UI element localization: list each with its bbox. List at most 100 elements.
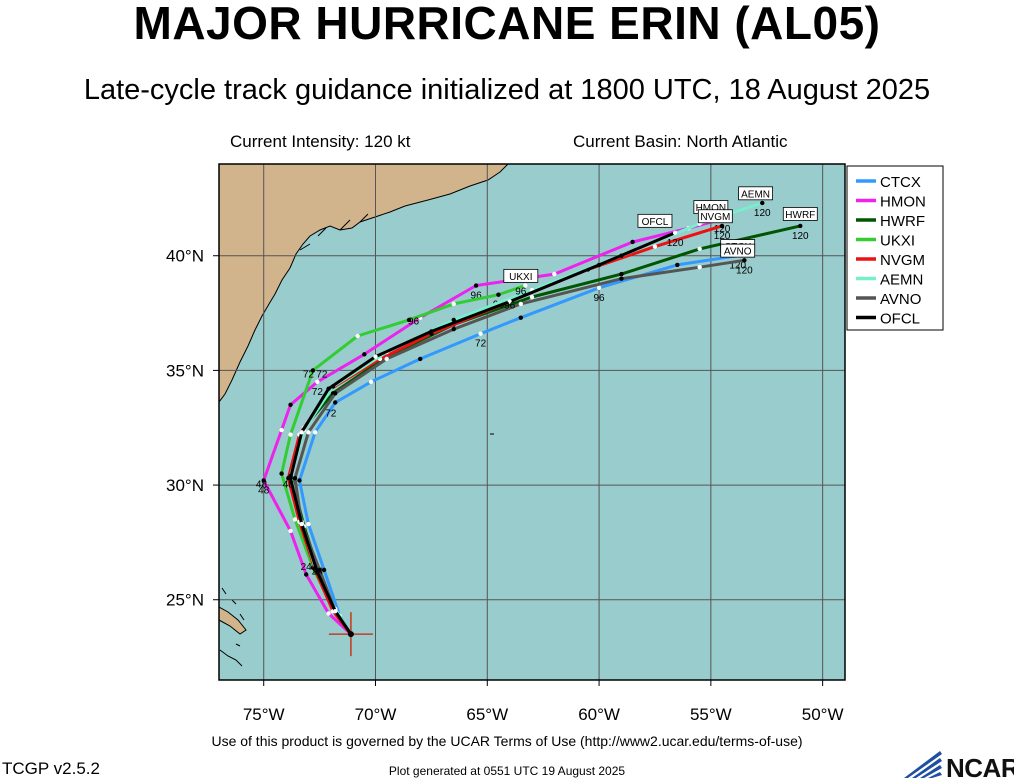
model-end-label: OFCL xyxy=(637,213,673,228)
track-point xyxy=(299,430,304,435)
track-hour-label: 48 xyxy=(258,485,270,496)
model-end-label-text: HMON xyxy=(696,203,727,214)
current-intensity: Current Intensity: 120 kt xyxy=(230,132,411,151)
model-end-label-text: OFCL xyxy=(642,217,669,228)
track-hour-label: 120 xyxy=(667,238,684,249)
track-point xyxy=(552,271,557,277)
legend-label-hwrf: HWRF xyxy=(880,213,925,230)
ncar-logo-text: NCAR xyxy=(946,753,1014,783)
north-america-landmass xyxy=(219,164,509,403)
current-basin: Current Basin: North Atlantic xyxy=(573,132,788,151)
forecast-hour-label: 96 xyxy=(504,300,516,311)
legend-label-avno: AVNO xyxy=(880,291,921,308)
track-point xyxy=(418,356,423,362)
track-point xyxy=(362,352,367,357)
legend-label-ukxi: UKXI xyxy=(880,233,915,250)
track-ofcl: 120 xyxy=(288,230,684,636)
island-cuba xyxy=(219,606,247,635)
track-point xyxy=(368,379,374,385)
legend-label-aemn: AEMN xyxy=(880,272,923,289)
forecast-hour-label: 72 xyxy=(325,408,337,419)
initial-position-marker xyxy=(328,612,373,657)
y-tick-label: 25°N xyxy=(166,591,204,610)
axis-ticks xyxy=(213,255,824,686)
track-point xyxy=(261,478,266,483)
model-end-label: AEMN xyxy=(738,186,773,200)
track-point xyxy=(518,315,524,320)
track-point xyxy=(672,230,678,235)
track-point xyxy=(406,317,412,323)
track-point xyxy=(596,285,602,291)
axis-labels: 75°W 70°W 65°W 60°W 55°W 50°W 40°N 35°N 30°N 25°N xyxy=(166,247,844,724)
forecast-hour-label: 96 xyxy=(408,317,420,328)
model-end-label-text: NVGM xyxy=(700,212,730,223)
track-point xyxy=(315,570,320,575)
model-end-label-box xyxy=(782,207,818,221)
track-point xyxy=(473,283,479,288)
track-point xyxy=(529,294,535,300)
track-point xyxy=(429,329,434,334)
ncar-logo-icon xyxy=(904,751,942,778)
track-ctcx: 72 96 120 xyxy=(297,253,746,636)
forecast-hour-label: 72 xyxy=(303,369,315,380)
x-tick-label: 55°W xyxy=(690,705,732,724)
legend-label-nvgm: NVGM xyxy=(880,252,925,269)
track-point xyxy=(303,572,309,577)
track-point xyxy=(742,258,747,263)
track-point xyxy=(299,521,304,527)
track-point xyxy=(333,400,338,405)
track-point xyxy=(326,386,331,391)
track-point xyxy=(321,567,327,573)
y-tick-label: 40°N xyxy=(166,247,204,266)
legend-label-hmon: HMON xyxy=(880,194,926,211)
forecast-hour-label: 96 xyxy=(515,287,527,298)
y-tick-label: 35°N xyxy=(166,361,204,380)
track-hour-label: 120 xyxy=(792,231,809,242)
track-hour-label: 96 xyxy=(594,293,606,304)
marker-dot xyxy=(347,631,354,638)
legend-label-ctcx: CTCX xyxy=(880,174,921,191)
model-end-label-box xyxy=(697,209,733,224)
track-hour-label: 120 xyxy=(754,208,771,219)
track-point xyxy=(288,432,293,437)
map-frame xyxy=(218,163,846,681)
track-point xyxy=(288,528,293,534)
track-point xyxy=(292,475,298,481)
track-point xyxy=(697,265,702,270)
model-end-label-text: HWRF xyxy=(785,210,815,221)
forecast-hour-label: 72 xyxy=(316,369,328,380)
track-point xyxy=(619,276,624,281)
terms-of-use: Use of this product is governed by the U… xyxy=(211,733,803,749)
track-point xyxy=(306,521,311,527)
track-hour-label: 96 xyxy=(471,291,483,302)
forecast-hour-label: 48 xyxy=(283,479,295,490)
legend-box xyxy=(846,165,944,331)
track-point xyxy=(297,478,302,483)
page-title: MAJOR HURRICANE ERIN (AL05) xyxy=(133,0,881,49)
track-hour-label: 72 xyxy=(312,387,324,398)
forecast-hour-label: 48 xyxy=(256,479,268,490)
track-point xyxy=(279,427,284,433)
legend-label-ofcl: OFCL xyxy=(880,311,920,328)
track-point xyxy=(306,430,311,435)
track-point xyxy=(760,200,765,206)
track-point xyxy=(333,391,338,396)
coastal-outline-detail xyxy=(299,213,369,251)
track-point xyxy=(288,402,293,407)
model-end-label-text: UKXI xyxy=(509,272,532,283)
track-point xyxy=(292,517,298,522)
track-point xyxy=(315,379,320,385)
track-hour-label: 120 xyxy=(736,265,753,276)
track-point xyxy=(373,354,378,359)
track-point xyxy=(523,283,528,288)
track-hour-label: 120 xyxy=(714,231,731,242)
model-legend: CTCX HMON HWRF UKXI NVGM AEMN AVNO OFCL xyxy=(846,165,944,331)
page-subtitle: Late-cycle track guidance initialized at… xyxy=(83,74,931,106)
model-end-label-text: AEMN xyxy=(741,189,770,200)
track-hour-label: 72 xyxy=(475,339,487,350)
x-tick-label: 75°W xyxy=(243,705,285,724)
x-tick-label: 60°W xyxy=(578,705,620,724)
track-hour-label: 120 xyxy=(714,224,731,235)
track-point xyxy=(496,292,501,297)
